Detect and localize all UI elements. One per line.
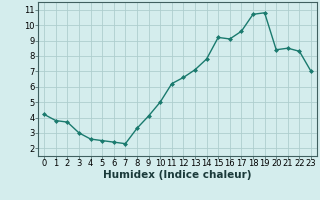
X-axis label: Humidex (Indice chaleur): Humidex (Indice chaleur) xyxy=(103,170,252,180)
